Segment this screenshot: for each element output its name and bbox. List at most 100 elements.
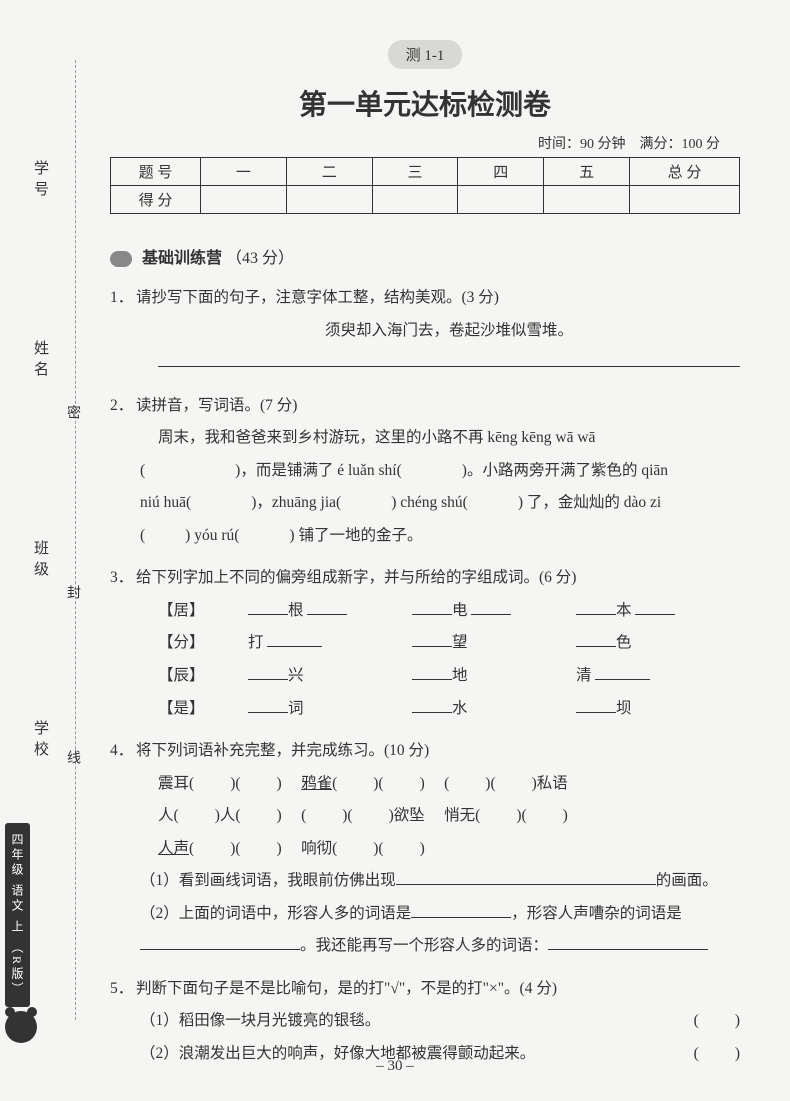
blank[interactable] xyxy=(412,598,452,615)
t: ) 了，金灿灿的 dào zi xyxy=(518,494,661,511)
seal-char-3: 线 xyxy=(62,750,82,764)
q4-line2: 人()人() ()()欲坠 悄无()() xyxy=(110,800,740,833)
table-row: 题 号 一 二 三 四 五 总 分 xyxy=(111,158,740,186)
cell: 题 号 xyxy=(111,158,201,186)
q5-s1: （1）稻田像一块月光镀亮的银毯。 () xyxy=(110,1005,740,1038)
binding-dash-line xyxy=(75,60,76,1020)
t: （1）看到画线词语，我眼前仿佛出现 xyxy=(140,872,396,889)
margin-label-name: 姓名 xyxy=(30,340,51,382)
t: （1）稻田像一块月光镀亮的银毯。 xyxy=(140,1012,380,1029)
t: 打 xyxy=(248,634,264,651)
cell xyxy=(458,186,544,214)
t: niú huā( xyxy=(140,494,191,511)
blank[interactable] xyxy=(248,696,288,713)
t: ( xyxy=(140,462,145,479)
q1-copy-line: 须臾却入海门去，卷起沙堆似雪堆。 xyxy=(110,315,740,348)
q4-num: 4． xyxy=(110,735,136,768)
blank[interactable] xyxy=(548,933,708,950)
t: 望 xyxy=(452,634,468,651)
blank[interactable] xyxy=(576,696,616,713)
page-content: 测 1-1 第一单元达标检测卷 时间：90 分钟 满分：100 分 题 号 一 … xyxy=(90,0,770,1101)
t: )。小路两旁开满了紫色的 qiān xyxy=(462,462,668,479)
seal-char-2: 封 xyxy=(62,585,82,599)
blank[interactable] xyxy=(576,598,616,615)
q4-text: 将下列词语补充完整，并完成练习。(10 分) xyxy=(136,742,429,759)
q3-row: 【辰】 兴 地 清 xyxy=(110,660,740,693)
cell xyxy=(201,186,287,214)
exam-meta: 时间：90 分钟 满分：100 分 xyxy=(110,133,740,153)
q4-line3: 人声()() 响彻()() xyxy=(110,833,740,866)
t: 震耳 xyxy=(158,775,189,792)
t: 本 xyxy=(616,602,632,619)
cell: 二 xyxy=(286,158,372,186)
question-2: 2．读拼音，写词语。(7 分) 周末，我和爸爸来到乡村游玩，这里的小路不再 kē… xyxy=(110,390,740,553)
blank[interactable] xyxy=(140,933,300,950)
q2-line-b: ()，而是铺满了 é luǎn shí()。小路两旁开满了紫色的 qiān xyxy=(110,455,740,488)
blank[interactable] xyxy=(396,868,656,885)
page-number: – 30 – xyxy=(0,1058,790,1075)
margin-label-school: 学校 xyxy=(30,720,51,762)
question-3: 3．给下列字加上不同的偏旁组成新字，并与所给的字组成词。(6 分) 【居】 根 … xyxy=(110,562,740,725)
t: 清 xyxy=(576,667,592,684)
t: ，形容人声嘈杂的词语是 xyxy=(511,905,682,922)
blank[interactable] xyxy=(267,630,322,647)
blank[interactable] xyxy=(595,663,650,680)
t: 色 xyxy=(616,634,632,651)
t: ) chéng shú( xyxy=(391,494,468,511)
question-4: 4．将下列词语补充完整，并完成练习。(10 分) 震耳()() 鸦雀()() (… xyxy=(110,735,740,963)
score-label: 满分： xyxy=(640,137,682,152)
q3-key: 【是】 xyxy=(158,693,248,726)
question-5: 5．判断下面句子是不是比喻句，是的打"√"，不是的打"×"。(4 分) （1）稻… xyxy=(110,973,740,1071)
t: 根 xyxy=(288,602,304,619)
q1-num: 1． xyxy=(110,282,136,315)
blank[interactable] xyxy=(307,598,347,615)
blank[interactable] xyxy=(576,630,616,647)
section-bullet-icon xyxy=(110,251,132,267)
blank[interactable] xyxy=(248,663,288,680)
section-1-header: 基础训练营 （43 分） xyxy=(110,244,740,268)
q4-sub2: （2）上面的词语中，形容人多的词语是，形容人声嘈杂的词语是 xyxy=(110,898,740,931)
t: 私语 xyxy=(537,775,568,792)
blank[interactable] xyxy=(248,598,288,615)
t: 。我还能再写一个形容人多的词语： xyxy=(300,937,548,954)
t: 坝 xyxy=(616,700,632,717)
score-table: 题 号 一 二 三 四 五 总 分 得 分 xyxy=(110,157,740,214)
blank[interactable] xyxy=(471,598,511,615)
t: 响彻 xyxy=(301,840,332,857)
t: 人 xyxy=(220,807,236,824)
q3-row: 【分】 打 望 色 xyxy=(110,627,740,660)
q3-text: 给下列字加上不同的偏旁组成新字，并与所给的字组成词。(6 分) xyxy=(136,569,576,586)
blank[interactable] xyxy=(412,663,452,680)
cell xyxy=(630,186,740,214)
q1-text: 请抄写下面的句子，注意字体工整，结构美观。(3 分) xyxy=(136,289,499,306)
cell xyxy=(372,186,458,214)
t: 兴 xyxy=(288,667,304,684)
blank[interactable] xyxy=(412,696,452,713)
t: ) yóu rú( xyxy=(185,527,239,544)
q3-key: 【辰】 xyxy=(158,660,248,693)
q2-line-c: niú huā()，zhuāng jia() chéng shú() 了，金灿灿… xyxy=(110,487,740,520)
cell: 五 xyxy=(544,158,630,186)
q5-num: 5． xyxy=(110,973,136,1006)
test-badge: 测 1-1 xyxy=(388,40,463,69)
q3-num: 3． xyxy=(110,562,136,595)
section-1-points: （43 分） xyxy=(226,250,294,267)
section-1-title: 基础训练营 xyxy=(142,250,222,267)
q2-text: 读拼音，写词语。(7 分) xyxy=(136,397,297,414)
blank[interactable] xyxy=(411,901,511,918)
q1-answer-line[interactable] xyxy=(110,347,740,380)
q3-row: 【居】 根 电 本 xyxy=(110,595,740,628)
t: 地 xyxy=(452,667,468,684)
t: 悄无 xyxy=(444,807,475,824)
time-value: 90 分钟 xyxy=(580,137,626,152)
side-book-label-text: 四年级 语文 上 （R版） xyxy=(5,823,30,1007)
blank[interactable] xyxy=(635,598,675,615)
cell: 总 分 xyxy=(630,158,740,186)
q4-sub2b: 。我还能再写一个形容人多的词语： xyxy=(110,930,740,963)
t: ) 铺了一地的金子。 xyxy=(289,527,422,544)
cell: 三 xyxy=(372,158,458,186)
blank[interactable] xyxy=(412,630,452,647)
q4-line1: 震耳()() 鸦雀()() ()()私语 xyxy=(110,768,740,801)
page-title: 第一单元达标检测卷 xyxy=(110,83,740,123)
margin-label-id: 学号 xyxy=(30,160,51,202)
